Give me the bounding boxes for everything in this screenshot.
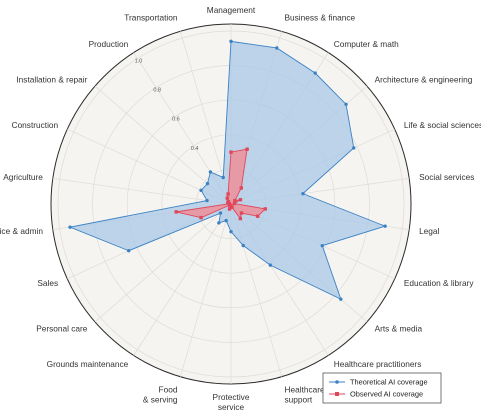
data-point-observed — [245, 147, 249, 151]
category-label-architecture-engineering: Architecture & engineering — [375, 75, 473, 85]
data-point-theoretical — [229, 39, 233, 44]
data-point-theoretical — [268, 263, 272, 267]
category-label-social-services: Social services — [419, 172, 474, 182]
radial-tick-label: 0.4 — [191, 146, 199, 152]
grid-spoke — [179, 203, 232, 377]
grid-spoke — [94, 203, 232, 323]
grid-spoke — [133, 203, 232, 356]
data-point-theoretical — [241, 243, 245, 248]
radial-tick-labels: 0.4 0.6 0.8 1.0 — [135, 58, 199, 151]
data-point-theoretical — [217, 221, 221, 225]
category-label-production: Production — [89, 39, 129, 49]
data-point-theoretical — [221, 175, 225, 180]
data-point-observed — [225, 196, 229, 200]
legend-label-observed: Observed AI coverage — [350, 390, 423, 399]
category-label-life-social-sciences: Life & social sciences — [404, 120, 481, 130]
category-labels: Management Business & finance Computer & m… — [0, 5, 481, 410]
legend-swatch-theoretical-marker — [335, 380, 339, 384]
data-point-observed — [238, 216, 243, 221]
data-point-theoretical — [383, 224, 387, 228]
category-label-installation-repair: Installation & repair — [16, 75, 87, 85]
legend-swatch-observed-marker — [335, 392, 339, 396]
category-label-arts-media: Arts & media — [375, 323, 423, 333]
data-point-theoretical — [224, 218, 228, 223]
category-label-agriculture: Agriculture — [3, 172, 43, 182]
data-point-theoretical — [229, 229, 233, 234]
category-label-computer-math: Computer & math — [334, 39, 399, 49]
data-point-observed — [232, 201, 237, 206]
radial-tick-label: 0.8 — [153, 88, 161, 94]
grid-spoke — [52, 178, 232, 205]
data-point-theoretical — [320, 243, 324, 248]
data-point-theoretical — [275, 46, 279, 50]
data-point-theoretical — [313, 71, 317, 75]
legend-label-theoretical: Theoretical AI coverage — [350, 378, 428, 387]
data-point-observed — [227, 207, 232, 211]
data-point-observed — [238, 197, 243, 202]
data-point-observed — [239, 211, 244, 215]
data-point-observed — [239, 186, 243, 190]
data-point-theoretical — [208, 170, 213, 174]
data-point-observed — [256, 214, 260, 218]
category-label-personal-care: Personal care — [36, 323, 88, 333]
category-label-grounds-maintenance: Grounds maintenance — [47, 359, 129, 369]
category-label-office-admin: Office & admin — [0, 226, 43, 236]
data-point-observed — [226, 192, 230, 196]
data-point-theoretical — [352, 146, 356, 150]
category-label-legal: Legal — [419, 226, 439, 236]
category-label-healthcare-practitioners: Healthcare practitioners — [334, 359, 422, 369]
data-point-theoretical — [205, 198, 209, 203]
category-label-protective-service: Protective service — [213, 392, 250, 410]
category-label-management: Management — [207, 5, 256, 15]
category-label-healthcare-support: Healthcare support — [285, 384, 326, 404]
category-label-education-library: Education & library — [404, 278, 474, 288]
category-label-construction: Construction — [12, 120, 59, 130]
series-layer — [68, 39, 387, 301]
data-point-theoretical — [218, 211, 223, 215]
data-point-theoretical — [127, 249, 131, 253]
radial-tick-label: 1.0 — [135, 58, 143, 64]
data-point-observed — [199, 215, 203, 220]
data-point-observed — [174, 210, 178, 214]
grid-spoke — [179, 31, 232, 205]
data-point-theoretical — [205, 181, 210, 186]
legend-box — [322, 372, 442, 404]
category-label-sales: Sales — [37, 278, 58, 288]
data-point-observed — [263, 207, 267, 211]
data-point-theoretical — [339, 297, 343, 301]
category-label-business-finance: Business & finance — [285, 13, 356, 23]
data-point-theoretical — [199, 188, 203, 193]
radial-tick-label: 0.6 — [172, 117, 180, 123]
data-point-theoretical — [68, 225, 72, 229]
data-point-observed — [229, 150, 233, 154]
category-label-food-serving: Food & serving — [143, 384, 178, 404]
data-point-observed — [226, 200, 231, 204]
data-point-observed — [233, 198, 237, 203]
legend: Theoretical AI coverage Observed AI cove… — [322, 372, 442, 404]
category-label-transportation: Transportation — [124, 13, 178, 23]
data-point-theoretical — [344, 102, 348, 107]
data-point-theoretical — [301, 191, 305, 196]
